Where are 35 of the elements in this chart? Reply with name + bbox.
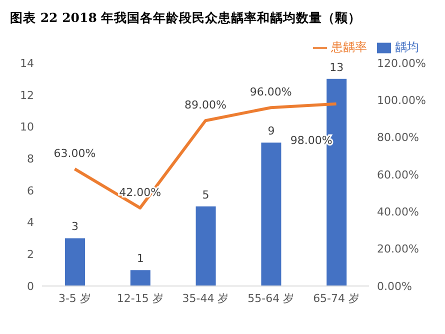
data-label: 1: [136, 252, 144, 266]
y-tick-label: 12: [20, 88, 34, 102]
y2-tick-label: 120.00%: [377, 56, 426, 70]
y-tick-label: 4: [27, 216, 34, 230]
y2-tick-label: 40.00%: [377, 206, 419, 219]
legend-label: 龋均: [395, 40, 419, 54]
x-tick-label: 3-5 岁: [58, 292, 91, 305]
bar: [130, 270, 150, 286]
chart-title: 图表 22 2018 年我国各年龄段民众患龋率和龋均数量（颗）: [9, 9, 362, 27]
y-tick-label: 14: [20, 56, 34, 70]
y-tick-label: 2: [27, 248, 34, 262]
data-label: 5: [202, 188, 210, 202]
data-label: 63.00%: [54, 146, 96, 160]
y-tick-label: 6: [27, 184, 34, 198]
bar: [261, 142, 282, 286]
y-tick-label: 0: [27, 280, 34, 293]
bar: [196, 206, 216, 286]
legend-label: 患龋率: [331, 40, 367, 54]
x-tick-label: 55-64 岁: [248, 292, 294, 305]
y-tick-label: 10: [20, 120, 34, 134]
data-label: 89.00%: [184, 98, 226, 112]
x-tick-label: 35-44 岁: [182, 292, 229, 305]
x-tick-label: 12-15 岁: [116, 292, 164, 305]
bar: [65, 238, 85, 286]
data-label: 96.00%: [250, 86, 292, 99]
data-label: 9: [268, 124, 275, 138]
data-label: 13: [330, 60, 344, 74]
x-tick-label: 65-74 岁: [313, 292, 360, 305]
data-label: 3: [72, 220, 78, 234]
y2-tick-label: 20.00%: [377, 242, 419, 256]
y2-tick-label: 60.00%: [377, 168, 419, 182]
y2-tick-label: 80.00%: [377, 131, 419, 144]
y2-tick-label: 0.00%: [377, 280, 412, 293]
y-tick-label: 8: [27, 152, 34, 166]
y2-tick-label: 100.00%: [377, 94, 426, 108]
